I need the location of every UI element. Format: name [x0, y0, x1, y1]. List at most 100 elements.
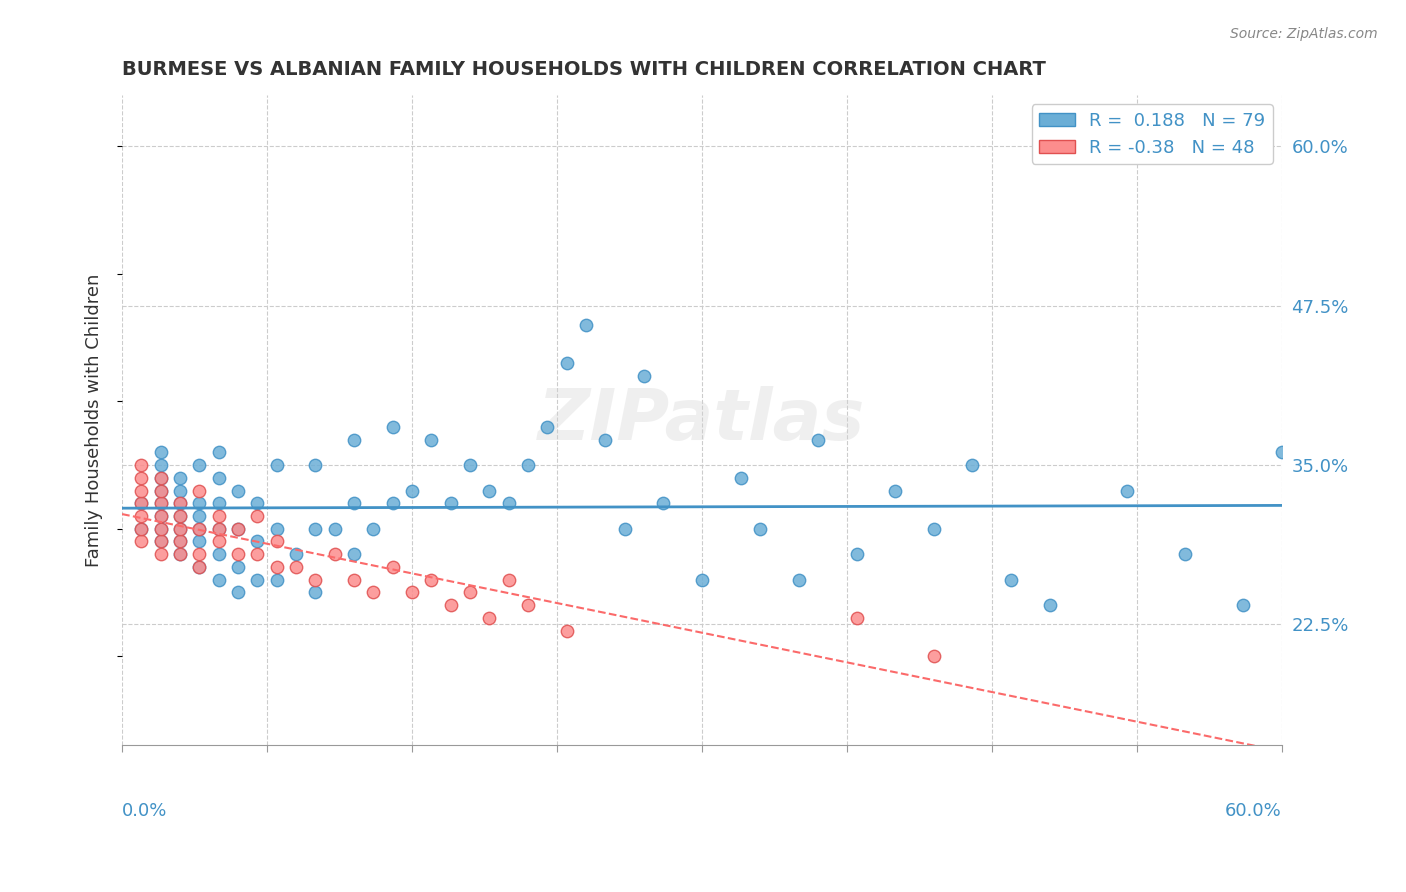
Burmese	[226, 560, 249, 574]
Burmese	[169, 547, 191, 561]
Burmese	[440, 496, 463, 510]
Text: Source: ZipAtlas.com: Source: ZipAtlas.com	[1230, 27, 1378, 41]
Albanians	[266, 534, 288, 549]
Burmese	[149, 522, 172, 536]
Albanians	[343, 573, 366, 587]
Burmese	[633, 368, 655, 383]
Burmese	[807, 433, 830, 447]
Albanians	[304, 573, 326, 587]
Albanians	[246, 547, 269, 561]
Albanians	[131, 458, 153, 472]
Burmese	[149, 534, 172, 549]
Burmese	[169, 534, 191, 549]
Burmese	[188, 458, 211, 472]
Burmese	[304, 458, 326, 472]
Burmese	[787, 573, 810, 587]
Albanians	[208, 508, 231, 523]
Y-axis label: Family Households with Children: Family Households with Children	[86, 274, 103, 567]
Burmese	[188, 534, 211, 549]
Burmese	[188, 560, 211, 574]
Burmese	[169, 483, 191, 498]
Albanians	[226, 522, 249, 536]
Burmese	[420, 433, 443, 447]
Burmese	[246, 573, 269, 587]
Burmese	[478, 483, 501, 498]
Albanians	[246, 508, 269, 523]
Burmese	[536, 419, 558, 434]
Burmese	[343, 547, 366, 561]
Burmese	[188, 496, 211, 510]
Text: BURMESE VS ALBANIAN FAMILY HOUSEHOLDS WITH CHILDREN CORRELATION CHART: BURMESE VS ALBANIAN FAMILY HOUSEHOLDS WI…	[122, 60, 1046, 78]
Burmese	[845, 547, 868, 561]
Burmese	[1174, 547, 1197, 561]
Burmese	[226, 522, 249, 536]
Burmese	[131, 522, 153, 536]
Burmese	[149, 445, 172, 459]
Burmese	[343, 496, 366, 510]
Burmese	[169, 508, 191, 523]
Albanians	[149, 522, 172, 536]
Burmese	[323, 522, 346, 536]
Albanians	[149, 496, 172, 510]
Burmese	[555, 356, 578, 370]
Albanians	[131, 496, 153, 510]
Albanians	[922, 649, 945, 664]
Albanians	[226, 547, 249, 561]
Albanians	[285, 560, 308, 574]
Albanians	[169, 496, 191, 510]
Albanians	[149, 471, 172, 485]
Albanians	[169, 508, 191, 523]
Burmese	[246, 534, 269, 549]
Burmese	[652, 496, 675, 510]
Burmese	[169, 471, 191, 485]
Albanians	[516, 598, 538, 612]
Burmese	[208, 445, 231, 459]
Burmese	[381, 419, 404, 434]
Albanians	[381, 560, 404, 574]
Text: 0.0%: 0.0%	[122, 802, 167, 820]
Albanians	[458, 585, 481, 599]
Burmese	[149, 496, 172, 510]
Text: ZIPatlas: ZIPatlas	[538, 386, 866, 455]
Albanians	[208, 522, 231, 536]
Albanians	[208, 534, 231, 549]
Burmese	[246, 496, 269, 510]
Burmese	[458, 458, 481, 472]
Albanians	[478, 611, 501, 625]
Text: 60.0%: 60.0%	[1225, 802, 1282, 820]
Albanians	[131, 522, 153, 536]
Albanians	[266, 560, 288, 574]
Burmese	[208, 547, 231, 561]
Albanians	[188, 483, 211, 498]
Burmese	[1039, 598, 1062, 612]
Burmese	[748, 522, 770, 536]
Burmese	[149, 483, 172, 498]
Burmese	[1000, 573, 1022, 587]
Burmese	[884, 483, 907, 498]
Burmese	[149, 508, 172, 523]
Albanians	[131, 508, 153, 523]
Burmese	[730, 471, 752, 485]
Albanians	[498, 573, 520, 587]
Burmese	[1232, 598, 1254, 612]
Burmese	[208, 522, 231, 536]
Albanians	[169, 547, 191, 561]
Burmese	[285, 547, 308, 561]
Burmese	[188, 522, 211, 536]
Burmese	[401, 483, 423, 498]
Albanians	[440, 598, 463, 612]
Burmese	[169, 522, 191, 536]
Burmese	[131, 496, 153, 510]
Burmese	[208, 496, 231, 510]
Albanians	[323, 547, 346, 561]
Burmese	[149, 458, 172, 472]
Burmese	[226, 483, 249, 498]
Albanians	[131, 534, 153, 549]
Burmese	[266, 522, 288, 536]
Burmese	[343, 433, 366, 447]
Albanians	[420, 573, 443, 587]
Burmese	[922, 522, 945, 536]
Burmese	[575, 318, 598, 332]
Albanians	[401, 585, 423, 599]
Albanians	[131, 483, 153, 498]
